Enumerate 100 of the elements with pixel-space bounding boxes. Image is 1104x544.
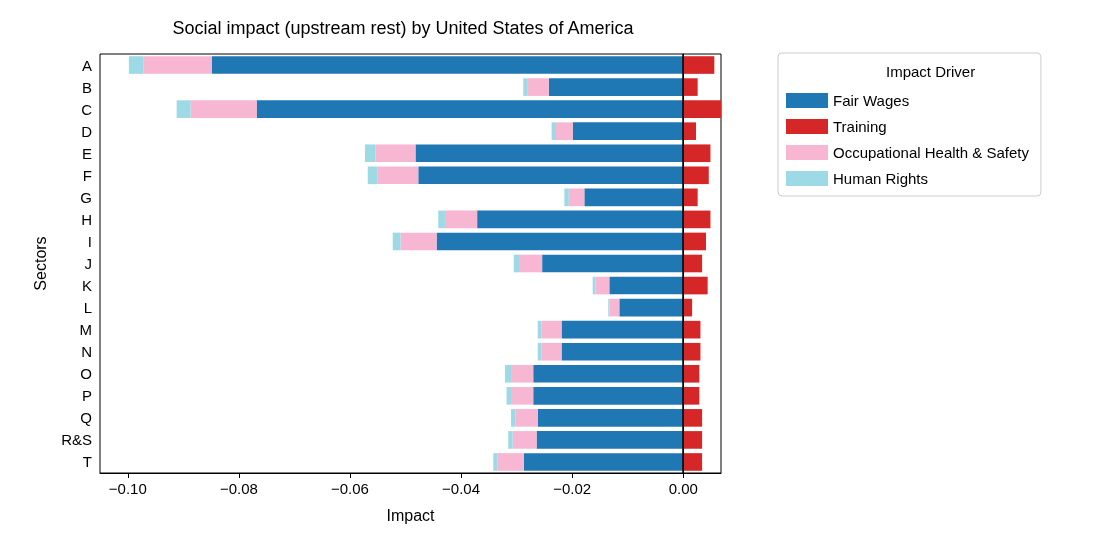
bar (683, 431, 703, 449)
bar (392, 232, 401, 251)
bar (493, 453, 498, 471)
bar (683, 144, 711, 163)
bar (683, 409, 703, 427)
bar (128, 56, 144, 74)
bar (537, 342, 542, 361)
y-tick-label: C (81, 100, 93, 118)
bar (512, 431, 537, 449)
bar (508, 431, 513, 449)
bar (683, 453, 703, 471)
y-tick-label: J (84, 255, 92, 272)
chart-title: Social impact (upstream rest) by United States of America (172, 18, 635, 38)
bar (683, 276, 708, 295)
bar (542, 254, 684, 273)
bar (683, 254, 703, 273)
bar (683, 210, 711, 229)
bar (683, 122, 696, 141)
bar (523, 78, 528, 96)
bar (143, 56, 212, 74)
y-tick-label: T (82, 453, 92, 471)
y-tick-label: A (81, 56, 92, 74)
bar (515, 409, 538, 427)
legend-label: Training (833, 118, 887, 135)
x-tick-label: −0.04 (442, 480, 481, 497)
bar (683, 188, 698, 207)
bar (568, 188, 585, 207)
bar (572, 122, 684, 141)
y-tick-label: D (81, 122, 93, 140)
bar (533, 386, 684, 405)
legend-title: Impact Driver (886, 63, 976, 80)
bar (367, 166, 378, 185)
bar (609, 298, 620, 317)
bar (683, 364, 700, 383)
bar (683, 232, 706, 251)
y-tick-label: P (81, 387, 92, 405)
bar (497, 453, 524, 471)
bar (527, 78, 549, 96)
bar (418, 166, 684, 185)
bar (477, 210, 684, 229)
bar (584, 188, 684, 207)
bar (523, 453, 684, 471)
y-tick-label: B (81, 78, 92, 96)
y-tick-label: H (81, 210, 92, 228)
x-tick-label: −0.02 (553, 480, 592, 497)
x-tick-label: 0.00 (668, 480, 698, 497)
bar (536, 431, 684, 449)
bar (444, 210, 478, 229)
bar (511, 409, 516, 427)
y-tick-label: O (80, 365, 92, 383)
bar (537, 320, 542, 339)
bar (511, 386, 534, 405)
y-tick-label: K (81, 277, 92, 295)
bar (364, 144, 376, 163)
legend-label: Occupational Health & Safety (833, 144, 1030, 161)
bar (513, 254, 520, 273)
bar (683, 78, 698, 96)
legend-label: Human Rights (833, 170, 929, 187)
bar (541, 342, 562, 361)
legend-label: Fair Wages (833, 92, 910, 109)
bar (556, 122, 573, 141)
bar (561, 342, 684, 361)
bar (256, 100, 684, 118)
x-tick-label: −0.06 (330, 480, 369, 497)
bar (436, 232, 684, 251)
bar (400, 232, 437, 251)
bar (375, 144, 416, 163)
bar (533, 364, 684, 383)
bar (548, 78, 684, 96)
y-tick-label: G (80, 188, 92, 206)
bar (683, 56, 715, 74)
bar (619, 298, 684, 317)
bar (176, 100, 191, 118)
x-tick-label: −0.10 (108, 480, 147, 497)
bar (683, 386, 700, 405)
x-axis-title: Impact (386, 506, 436, 524)
y-tick-label: E (81, 144, 92, 162)
bar (511, 364, 534, 383)
bar (211, 56, 684, 74)
bar (609, 276, 684, 295)
bar (415, 144, 684, 163)
bar (504, 364, 512, 383)
bar (683, 342, 701, 361)
bar (438, 210, 445, 229)
bar (519, 254, 543, 273)
bar (551, 122, 557, 141)
x-tick-label: −0.08 (219, 480, 258, 497)
y-tick-label: M (79, 321, 92, 339)
y-tick-label: L (83, 299, 92, 317)
bar (683, 166, 709, 185)
y-axis-title: Sectors (31, 236, 49, 291)
bar (561, 320, 684, 339)
y-tick-label: R&S (61, 431, 92, 449)
y-tick-label: F (82, 166, 92, 184)
bar (595, 276, 610, 295)
y-tick-label: N (81, 343, 92, 361)
y-tick-label: Q (80, 409, 92, 427)
y-tick-label: I (87, 232, 92, 250)
bar (506, 386, 512, 405)
bar (564, 188, 569, 207)
